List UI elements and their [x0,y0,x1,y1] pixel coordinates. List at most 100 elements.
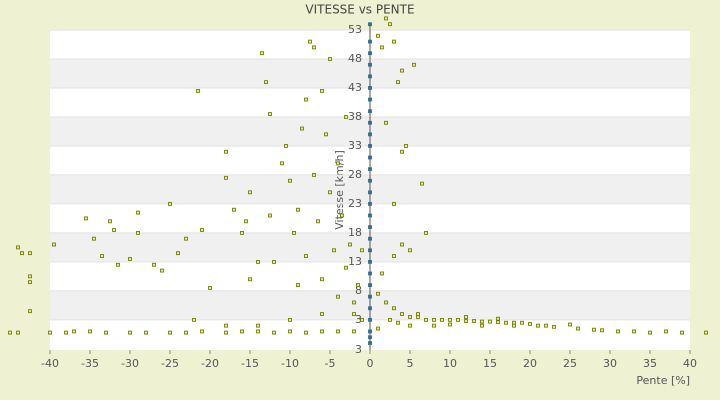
y-tick-label: 13 [348,255,362,268]
point [292,230,296,235]
point [368,167,372,172]
point [400,312,404,316]
x-tick-label: -40 [41,357,59,370]
point [664,329,668,334]
point [424,317,428,322]
point [288,317,292,322]
point [368,132,372,137]
point [404,144,408,148]
point [112,228,116,232]
point [368,155,372,160]
point [16,245,20,250]
point [368,178,372,183]
point [144,330,148,335]
point [440,317,444,322]
point [296,207,300,212]
point [496,316,500,321]
point [368,294,372,299]
point [312,173,316,177]
point [224,330,228,335]
point [240,329,244,334]
point [272,259,276,264]
x-tick-label: -5 [325,357,336,370]
point [648,330,652,335]
point [52,242,56,247]
point [388,22,392,27]
point [88,329,92,334]
point [368,306,372,311]
point [136,230,140,235]
point [368,271,372,276]
point [448,317,452,322]
point [392,39,396,44]
point [192,317,196,322]
point [264,80,268,85]
point [368,335,372,340]
point [552,324,556,329]
point [368,283,372,287]
point [472,319,476,323]
point [92,236,96,241]
point [72,329,76,334]
point [104,330,108,335]
point [316,219,320,224]
point [380,271,384,276]
point [128,257,132,261]
point [408,248,412,253]
point [248,277,252,282]
point [20,251,24,256]
point [408,323,412,328]
point [352,312,356,316]
point [284,144,288,148]
point [376,291,380,296]
point [356,283,360,287]
point [200,228,204,232]
point [336,294,340,299]
point [704,330,708,335]
point [496,320,500,325]
point [168,202,172,206]
point [432,323,436,328]
point [368,97,372,102]
x-tick-label: -30 [121,357,139,370]
point [320,277,324,282]
point [528,322,532,326]
point [368,74,372,79]
y-tick-label: 43 [348,81,362,94]
point [368,51,372,56]
point [368,213,372,218]
point [352,300,356,305]
x-tick-label: 5 [407,357,414,370]
point [392,306,396,311]
y-tick-label: 23 [348,197,362,210]
point [388,317,392,322]
point [432,317,436,322]
point [160,268,164,273]
point [680,330,684,335]
point [368,62,372,67]
point [360,317,364,322]
point [224,323,228,328]
y-tick-label: 18 [348,226,362,239]
x-tick-label: -20 [201,357,219,370]
x-axis-label: Pente [%] [636,374,690,387]
x-tick-label: -10 [281,357,299,370]
point [568,322,572,327]
point [28,280,32,285]
point [304,254,308,258]
point [224,149,228,154]
point [184,330,188,335]
point [136,210,140,215]
point [396,320,400,325]
point [368,202,372,206]
point [392,254,396,258]
point [368,144,372,148]
y-tick-label: 28 [348,168,362,181]
y-tick-label: 8 [355,284,362,297]
point [416,312,420,316]
point [400,242,404,247]
point [196,88,200,93]
point [384,16,388,21]
point [368,190,372,195]
